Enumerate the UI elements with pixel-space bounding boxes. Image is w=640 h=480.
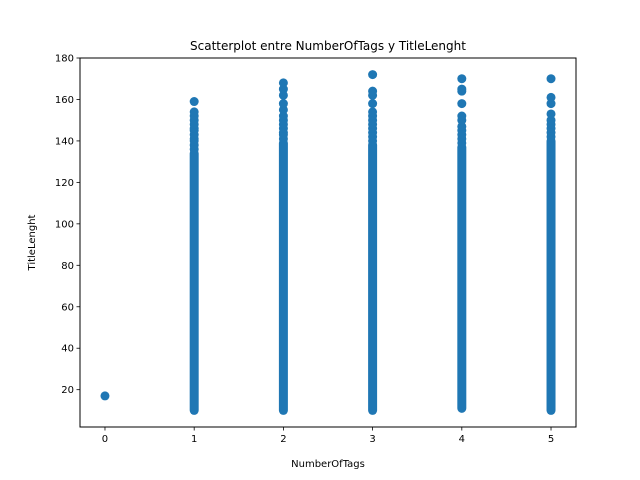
y-tick-label: 80 [61, 261, 74, 272]
y-axis-ticks: 20 40 60 80 100 120 140 160 180 [55, 54, 80, 396]
data-point [546, 92, 556, 102]
data-points [100, 70, 556, 415]
plot-frame [79, 57, 577, 428]
data-point [278, 84, 288, 94]
data-point-column [368, 140, 378, 415]
y-tick-label: 180 [55, 54, 74, 65]
data-point-column [546, 136, 556, 415]
data-point [189, 97, 199, 107]
x-tick-label: 2 [280, 434, 286, 445]
y-axis-label: TitleLenght [27, 214, 38, 271]
data-point [546, 74, 556, 84]
data-point [368, 99, 378, 109]
y-tick-label: 20 [61, 385, 74, 396]
y-tick-label: 160 [55, 95, 74, 106]
data-point [368, 70, 378, 80]
data-point [457, 111, 467, 121]
y-tick-label: 40 [61, 344, 74, 355]
data-point [100, 391, 110, 401]
data-point [457, 121, 467, 131]
data-point [278, 90, 288, 100]
x-tick-label: 5 [548, 434, 554, 445]
plot-area [80, 58, 576, 427]
data-point [368, 107, 378, 117]
data-point [546, 109, 556, 119]
data-point [546, 99, 556, 109]
x-tick-label: 4 [459, 434, 465, 445]
data-point-column [278, 138, 288, 415]
x-tick-label: 0 [102, 434, 108, 445]
x-axis-label: NumberOfTags [291, 459, 365, 470]
y-tick-label: 100 [55, 219, 74, 230]
data-point [189, 107, 199, 117]
data-point [368, 86, 378, 96]
x-axis-ticks: 0 1 2 3 4 5 [102, 427, 554, 445]
data-point [278, 78, 288, 88]
data-point-column [189, 148, 199, 415]
x-tick-label: 1 [191, 434, 197, 445]
data-point [278, 105, 288, 115]
data-point [457, 74, 467, 84]
data-point [278, 111, 288, 121]
data-point [457, 99, 467, 109]
data-point-column [457, 142, 467, 413]
data-point [457, 84, 467, 94]
chart-title: Scatterplot entre NumberOfTags y TitleLe… [190, 39, 466, 53]
x-tick-label: 3 [369, 434, 375, 445]
data-point [278, 99, 288, 109]
y-tick-label: 60 [61, 302, 74, 313]
y-tick-label: 120 [55, 178, 74, 189]
data-point [546, 115, 556, 125]
y-tick-label: 140 [55, 136, 74, 147]
